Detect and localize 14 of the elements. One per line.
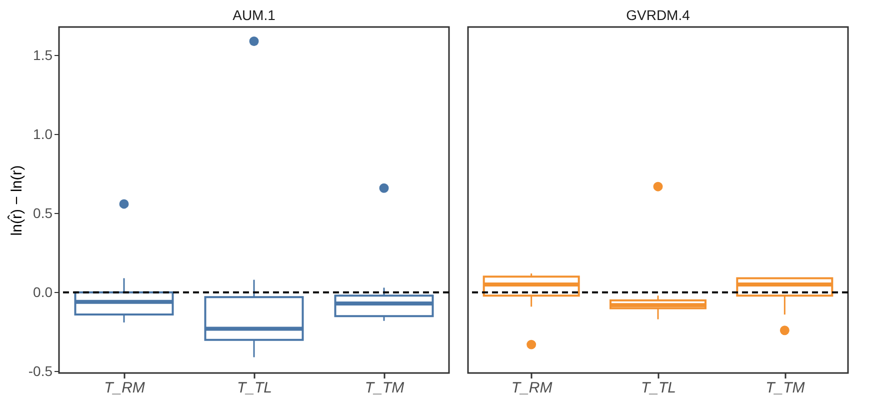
y-tick-label: 1.5 — [33, 46, 53, 63]
x-tick-label: T_RM — [511, 380, 553, 396]
y-tick-label: -0.5 — [28, 362, 53, 379]
y-tick-label: 0.0 — [33, 284, 53, 300]
x-tick-label: T_RM — [104, 380, 146, 396]
x-tick-label: T_TM — [766, 380, 806, 396]
x-tick-label: T_TL — [236, 380, 272, 396]
chart-title: AUM.1 — [232, 7, 276, 23]
chart-title: GVRDM.4 — [626, 7, 690, 23]
y-axis-title: ln(r̂) − ln(r) — [8, 165, 26, 236]
x-tick-label: T_TM — [364, 380, 405, 396]
x-tick-label: T_TL — [640, 380, 676, 396]
y-tick-label: 0.5 — [33, 204, 53, 221]
y-tick-label: 1.0 — [33, 126, 53, 142]
